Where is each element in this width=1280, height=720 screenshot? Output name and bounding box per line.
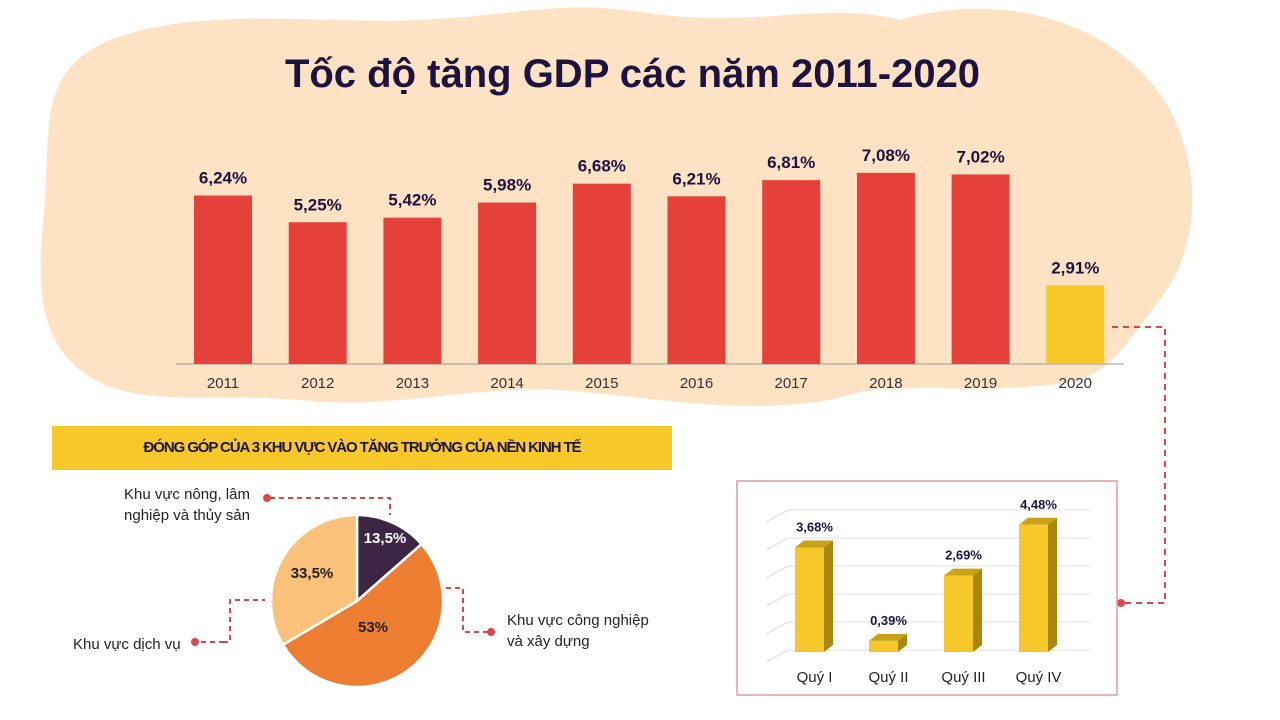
- data-label-q4: 4,48%: [1020, 497, 1057, 512]
- bar-2013: [383, 217, 442, 364]
- leader-line-industry: [446, 587, 488, 633]
- bar-2016: [667, 196, 726, 364]
- pie-title-banner: ĐÓNG GÓP CỦA 3 KHU VỰC VÀO TĂNG TRƯỞNG C…: [52, 426, 672, 470]
- bar-top-q4: [1019, 517, 1057, 525]
- bar-2011: [194, 195, 252, 364]
- pie-data-label-2: 33,5%: [291, 565, 334, 582]
- data-label-2015: 6,68%: [578, 157, 626, 176]
- pie-data-label-0: 13,5%: [364, 530, 407, 547]
- data-label-q2: 0,39%: [870, 613, 907, 628]
- x-tick-q3: Quý III: [941, 669, 985, 686]
- data-label-2020: 2,91%: [1051, 258, 1099, 277]
- x-tick-2014: 2014: [490, 375, 523, 392]
- quarterly-chart-frame: [736, 480, 1118, 696]
- pie-data-label-1: 53%: [358, 619, 388, 636]
- data-label-2013: 5,42%: [388, 191, 436, 210]
- bar-q4: [1019, 524, 1048, 652]
- gridline-depth: [765, 621, 789, 635]
- data-label-2017: 6,81%: [767, 153, 815, 172]
- bar-q1: [795, 547, 824, 652]
- gridline-depth: [765, 649, 789, 663]
- bar-side-q2: [898, 633, 907, 652]
- x-tick-2011: 2011: [207, 375, 239, 392]
- bar-2020: [1046, 285, 1105, 364]
- pie-slice-2: [269, 513, 359, 647]
- x-tick-2015: 2015: [585, 375, 618, 392]
- x-tick-2020: 2020: [1059, 375, 1092, 392]
- bar-top-q1: [795, 540, 833, 548]
- x-tick-2019: 2019: [964, 375, 997, 392]
- connector-dot: [1117, 599, 1125, 607]
- bar-side-q1: [824, 540, 833, 652]
- x-tick-2018: 2018: [869, 375, 902, 392]
- page-title: Tốc độ tăng GDP các năm 2011-2020: [284, 52, 981, 96]
- gridline-depth: [765, 537, 789, 551]
- leader-dot-agriculture: [263, 494, 271, 502]
- leader-line-services-2: [223, 599, 265, 643]
- bar-2012: [288, 222, 347, 364]
- x-tick-2017: 2017: [775, 375, 808, 392]
- bar-top-q2: [869, 633, 907, 641]
- x-tick-q1: Quý I: [797, 669, 833, 686]
- x-tick-2012: 2012: [301, 375, 334, 392]
- data-label-q3: 2,69%: [945, 548, 982, 563]
- bar-2019: [951, 174, 1010, 364]
- x-tick-2016: 2016: [680, 375, 713, 392]
- bar-2014: [478, 202, 537, 364]
- pie-label-industry: Khu vực công nghiệp và xây dựng: [507, 612, 649, 650]
- gridline-depth: [765, 565, 789, 579]
- x-tick-q4: Quý IV: [1016, 669, 1062, 686]
- data-label-2014: 5,98%: [483, 176, 531, 195]
- leader-dot-industry: [487, 628, 495, 636]
- bar-side-q4: [1048, 517, 1057, 652]
- connector-line: [1112, 326, 1166, 604]
- pie-slice-1: [281, 542, 445, 689]
- data-label-2016: 6,21%: [672, 169, 720, 188]
- pie-slice-0: [355, 513, 424, 604]
- leader-line-agriculture: [270, 497, 391, 515]
- bar-2015: [572, 183, 631, 364]
- bar-q3: [944, 575, 973, 652]
- data-label-q1: 3,68%: [796, 519, 833, 534]
- pie-label-agriculture: Khu vực nông, lâm nghiệp và thủy sản: [124, 486, 250, 524]
- x-tick-q2: Quý II: [868, 669, 908, 686]
- data-label-2012: 5,25%: [294, 195, 342, 214]
- bar-2017: [762, 180, 821, 364]
- bar-2018: [856, 172, 915, 364]
- bar-q2: [869, 640, 898, 652]
- data-label-2018: 7,08%: [862, 146, 910, 165]
- pie-title: ĐÓNG GÓP CỦA 3 KHU VỰC VÀO TĂNG TRƯỞNG C…: [143, 439, 582, 456]
- gridline-depth: [765, 509, 789, 523]
- x-tick-2013: 2013: [396, 375, 429, 392]
- pie-label-services: Khu vực dịch vụ: [73, 636, 181, 653]
- gridline-depth: [765, 593, 789, 607]
- data-label-2019: 7,02%: [956, 147, 1004, 166]
- data-label-2011: 6,24%: [199, 169, 247, 188]
- bar-side-q3: [973, 568, 982, 652]
- bar-top-q3: [944, 568, 982, 576]
- leader-dot-services: [191, 638, 199, 646]
